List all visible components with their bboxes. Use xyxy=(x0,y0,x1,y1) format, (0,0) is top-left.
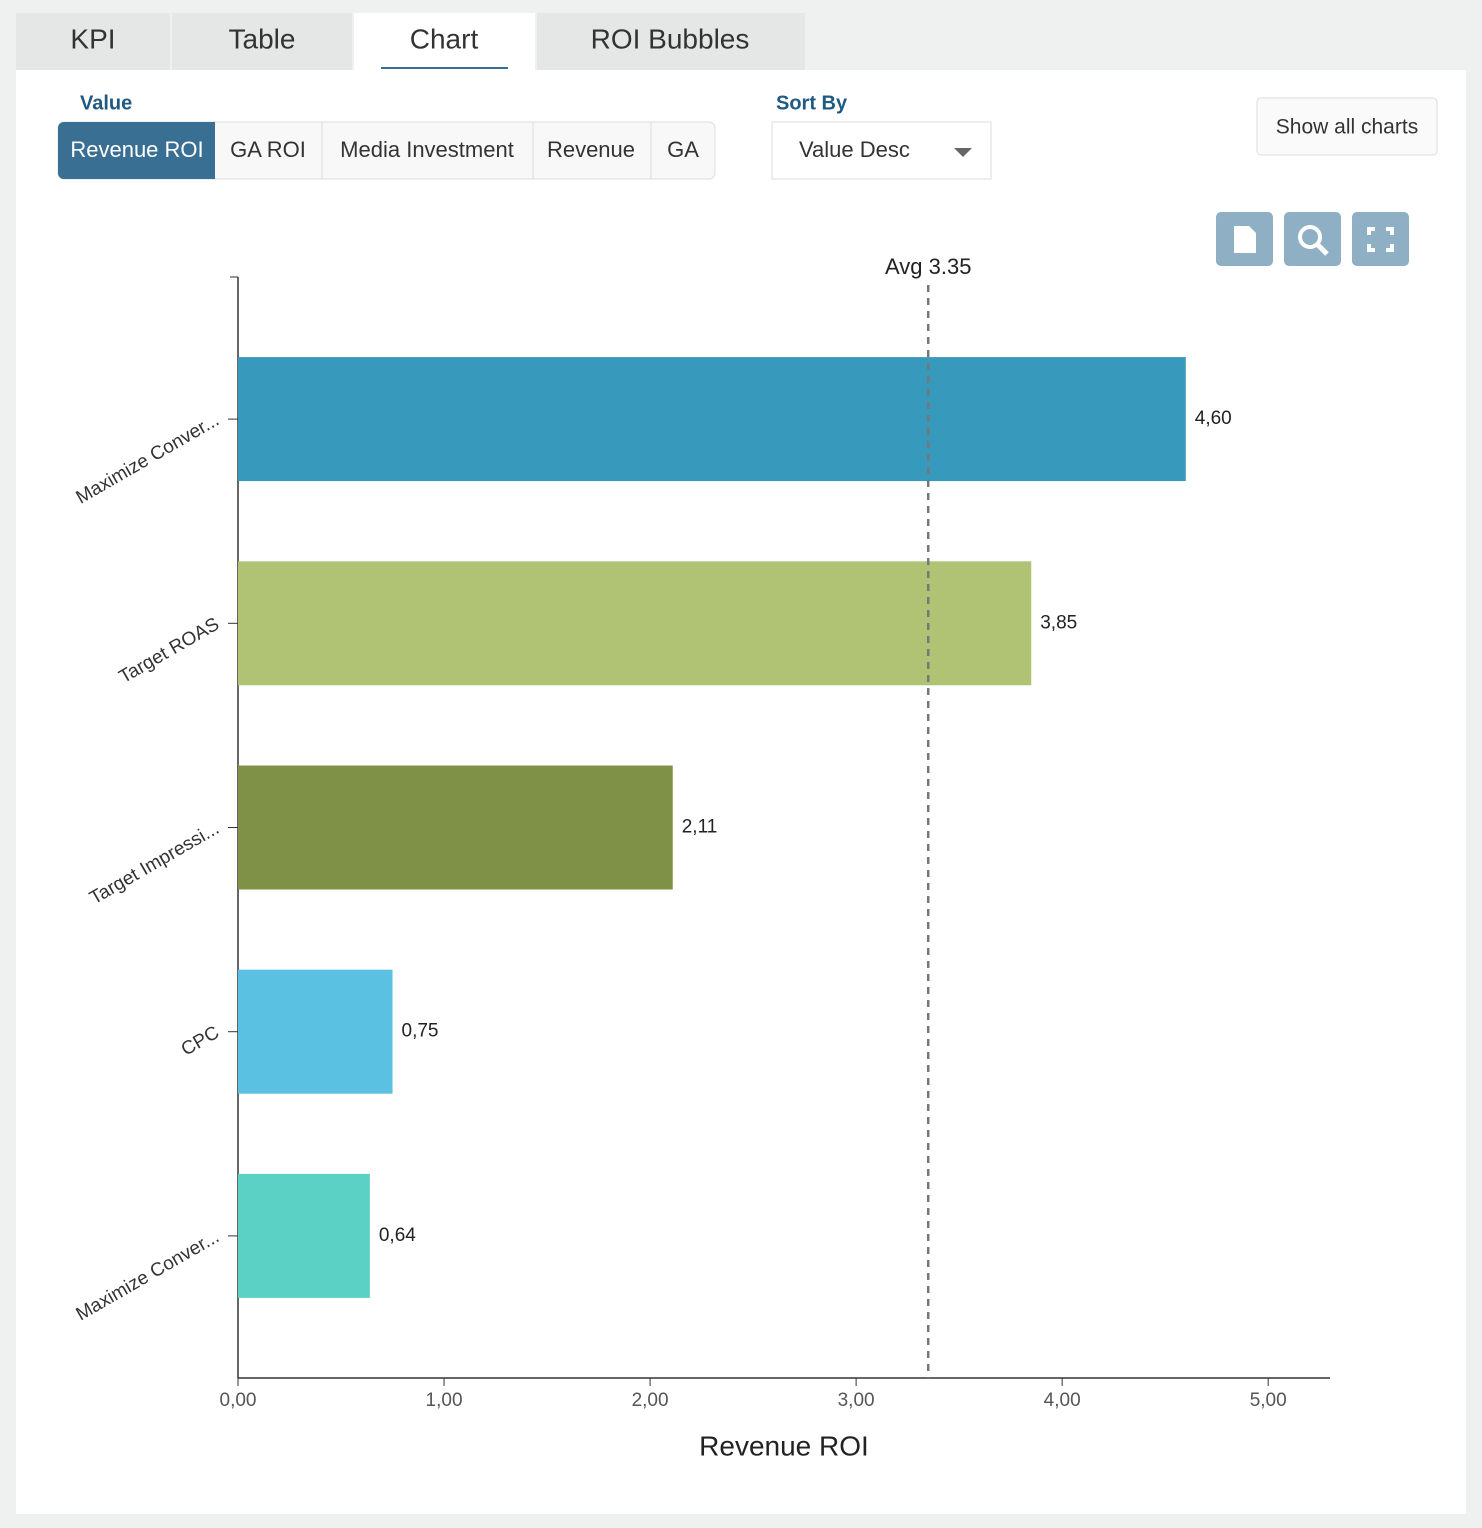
zoom-icon xyxy=(1315,242,1329,256)
value-label: 3,85 xyxy=(1040,612,1077,633)
show-all-button[interactable] xyxy=(1256,97,1438,156)
tab-label[interactable]: KPI xyxy=(70,23,115,54)
x-tick-label: 1,00 xyxy=(426,1390,463,1411)
tab[interactable] xyxy=(172,13,352,70)
bar xyxy=(238,969,393,1094)
fullscreen-button[interactable] xyxy=(1352,212,1409,266)
bar xyxy=(238,1173,370,1298)
tab[interactable] xyxy=(16,13,170,70)
fullscreen-icon xyxy=(1367,227,1394,252)
x-tick-label: 0,00 xyxy=(220,1390,257,1411)
sort-label: Sort By xyxy=(776,92,848,114)
export-icon xyxy=(1234,226,1256,253)
x-tick-label: 4,00 xyxy=(1044,1390,1081,1411)
average-label: Avg 3.35 xyxy=(885,254,971,279)
zoom-icon xyxy=(1298,225,1322,249)
tab[interactable] xyxy=(537,13,805,70)
value-label: 0,75 xyxy=(402,1021,439,1042)
value-label: 4,60 xyxy=(1195,408,1232,429)
option[interactable]: Media Investment xyxy=(340,137,514,162)
bar xyxy=(238,765,673,890)
card xyxy=(16,70,1466,1514)
show-all-label[interactable]: Show all charts xyxy=(1276,116,1418,139)
x-axis-title: Revenue ROI xyxy=(699,1430,869,1461)
tab-label[interactable]: Table xyxy=(229,23,296,54)
tab-label[interactable]: ROI Bubbles xyxy=(591,23,750,54)
x-tick-label: 5,00 xyxy=(1250,1390,1287,1411)
option[interactable]: GA xyxy=(667,137,699,162)
tab-label[interactable]: Chart xyxy=(410,23,479,54)
dropdown-arrow xyxy=(954,148,972,157)
option[interactable]: GA ROI xyxy=(230,137,306,162)
option-active[interactable] xyxy=(58,122,215,179)
zoom-button[interactable] xyxy=(1284,212,1341,266)
value-label: 0,64 xyxy=(379,1225,416,1246)
dropdown[interactable] xyxy=(771,121,992,180)
value-label: 2,11 xyxy=(682,817,718,838)
bar xyxy=(238,357,1186,482)
tab-active[interactable] xyxy=(354,13,535,70)
x-tick-label: 2,00 xyxy=(632,1390,669,1411)
value-label: Value xyxy=(80,92,132,114)
dropdown-value[interactable]: Value Desc xyxy=(799,137,910,162)
x-tick-label: 3,00 xyxy=(838,1390,875,1411)
option[interactable]: Revenue ROI xyxy=(70,137,203,162)
option[interactable]: Revenue xyxy=(547,137,635,162)
bar xyxy=(238,561,1032,686)
